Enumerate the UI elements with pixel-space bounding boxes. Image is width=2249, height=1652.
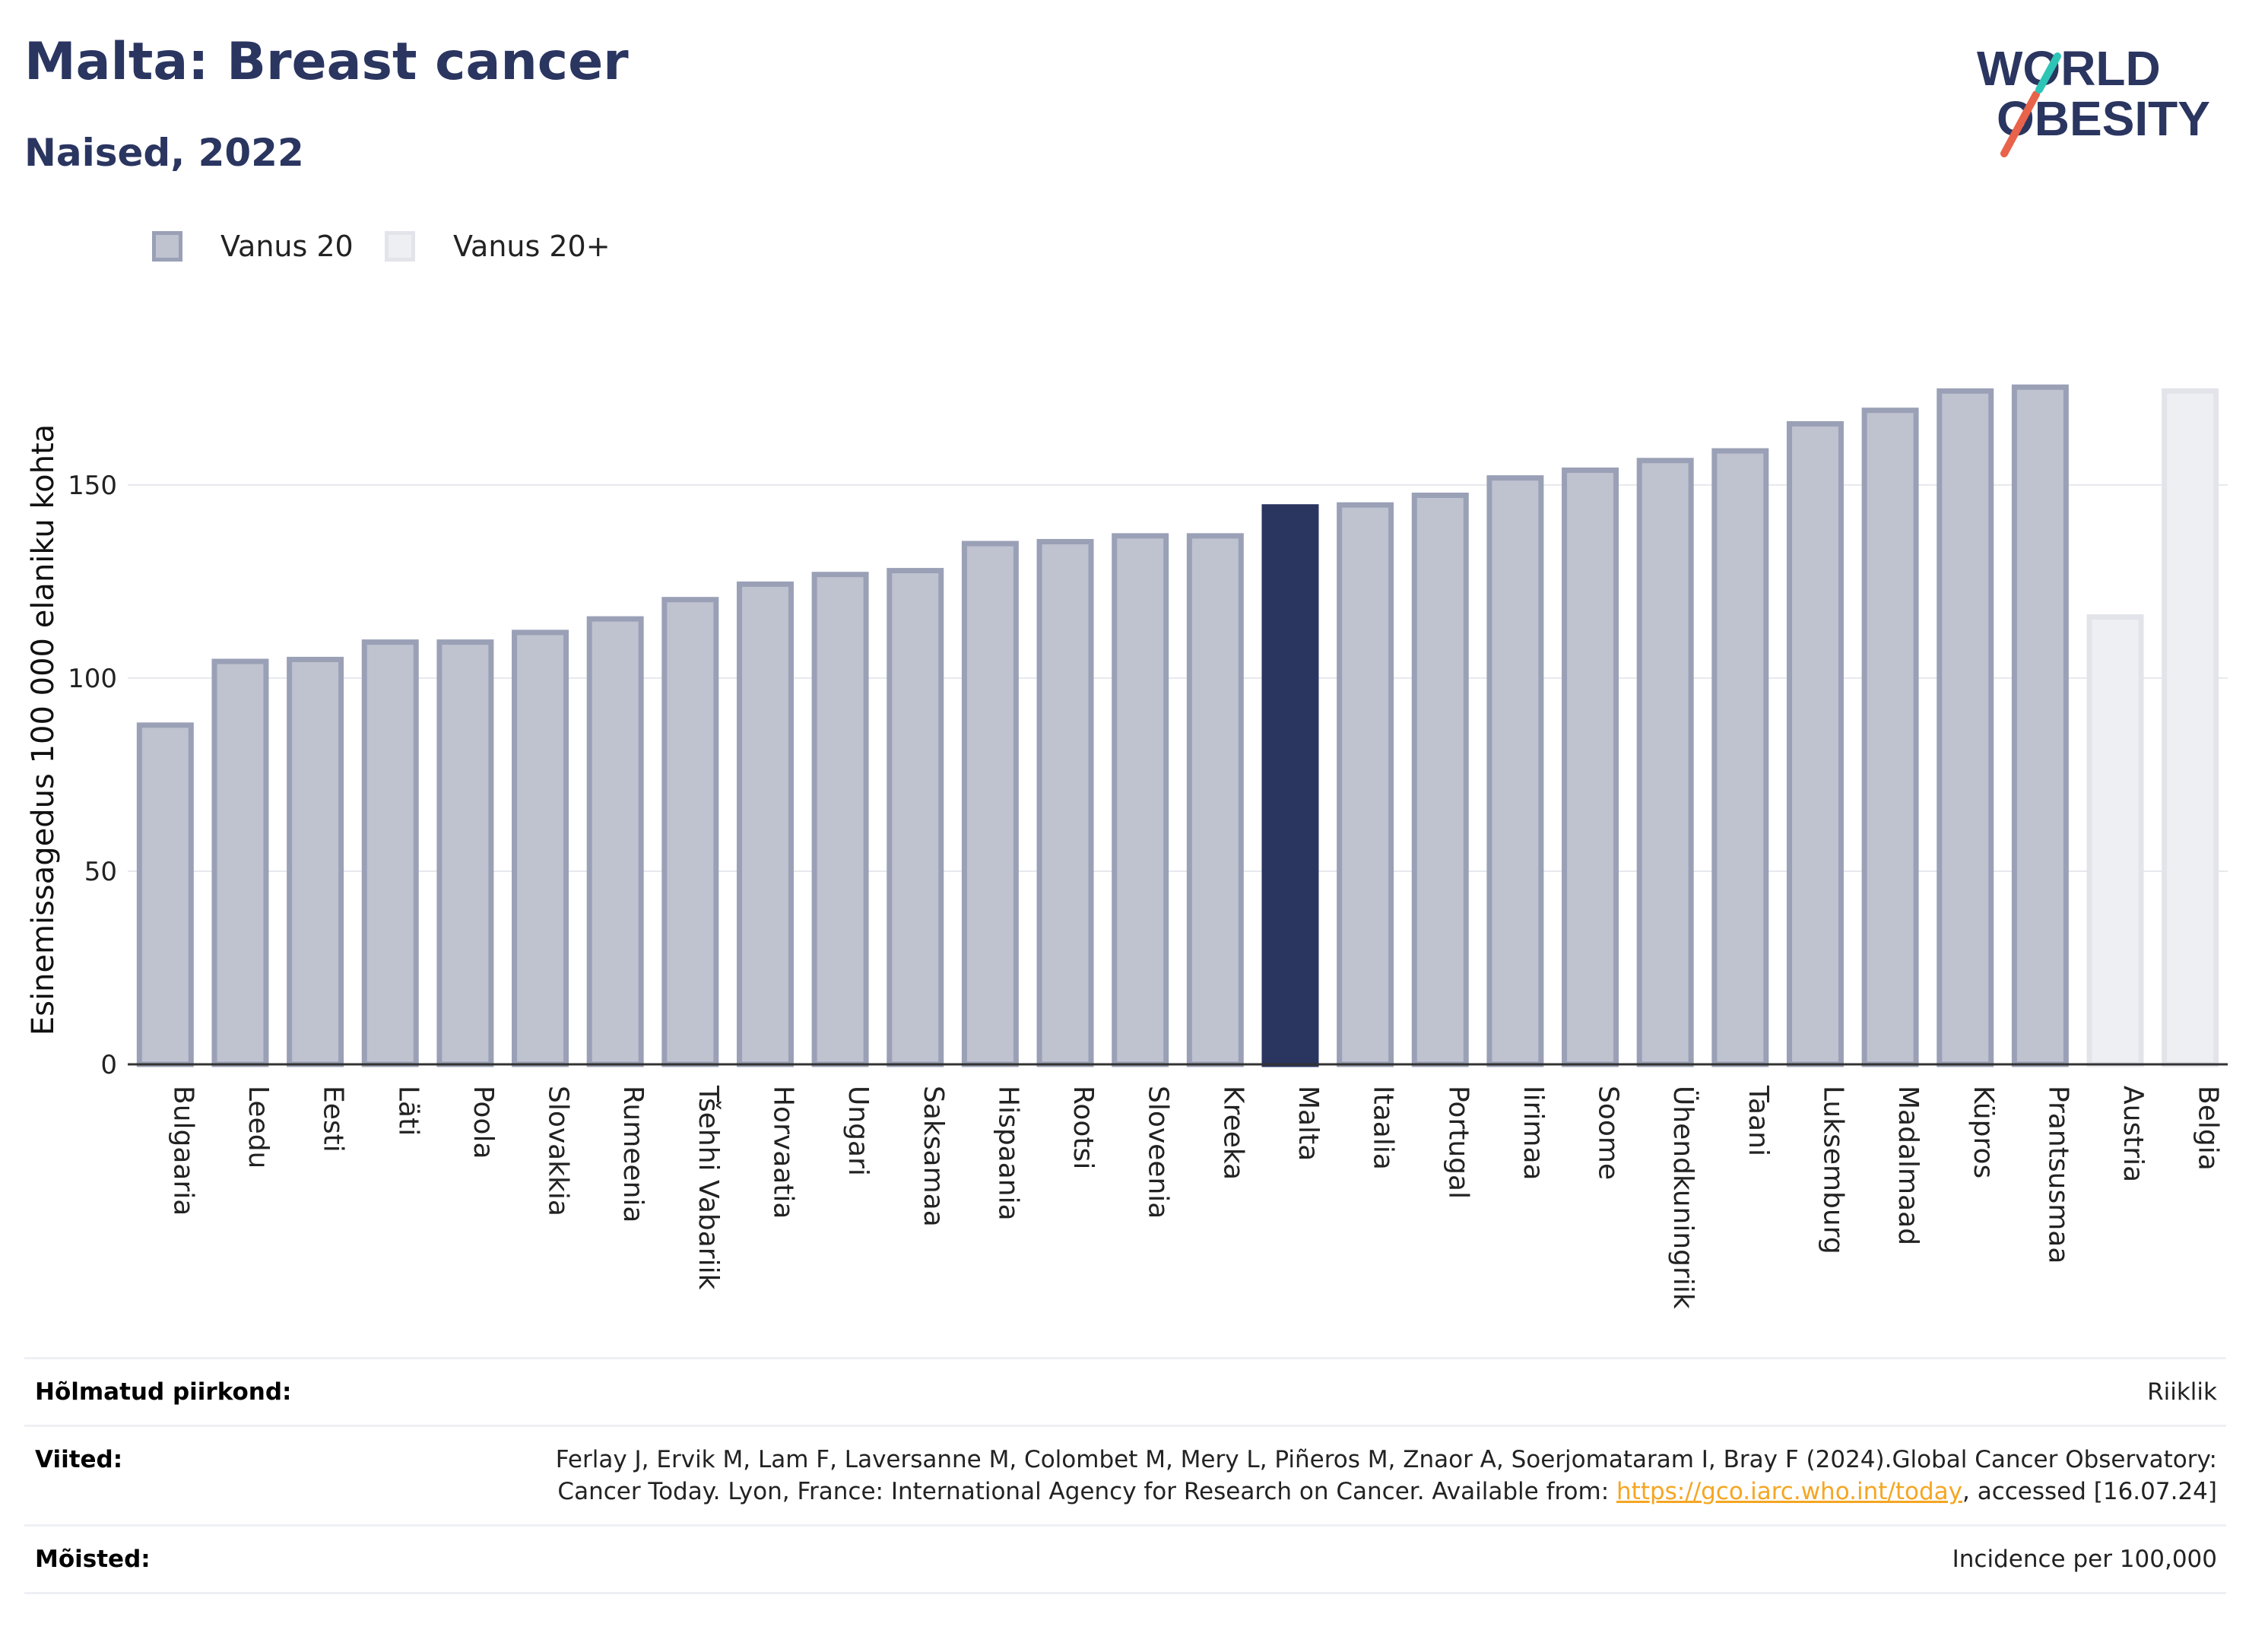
footer-key-coverage: Hõlmatud piirkond:	[35, 1378, 292, 1406]
bar-bulgaaria	[136, 722, 194, 1067]
logo-line-1: WORLD	[1977, 41, 2161, 96]
bar-portugal	[1411, 493, 1469, 1067]
x-tick-label: Madalmaad	[1892, 1086, 1924, 1245]
bar-malta	[1261, 504, 1319, 1067]
x-tick-label: Sloveenia	[1143, 1086, 1174, 1219]
bar-eesti	[287, 656, 344, 1067]
x-tick-label: Horvaatia	[767, 1086, 798, 1219]
bar-k-pros	[1937, 388, 1994, 1067]
x-tick-label: Ühendkuningriik	[1667, 1086, 1699, 1309]
x-tick-label: Tšehhi Vabariik	[693, 1085, 724, 1290]
footer-value-definitions: Incidence per 100,000	[1952, 1546, 2217, 1573]
bar-leedu	[211, 658, 269, 1067]
y-tick-label: 150	[68, 471, 117, 501]
x-tick-label: Luksemburg	[1817, 1086, 1848, 1254]
x-tick-label: Saksamaa	[918, 1086, 949, 1227]
bar-belgia	[2162, 388, 2219, 1067]
bar-poola	[436, 639, 494, 1067]
footer-row-coverage: Hõlmatud piirkond: Riiklik	[24, 1357, 2226, 1425]
x-tick-label: Soome	[1593, 1086, 1624, 1180]
y-axis-label: Esinemissagedus 100 000 elaniku kohta	[26, 424, 61, 1035]
x-tick-label: Poola	[468, 1086, 499, 1159]
legend-swatch-vanus-20-plus	[385, 231, 415, 262]
reference-accessed: , accessed [16.07.24]	[1962, 1478, 2217, 1505]
bar-itaalia	[1337, 502, 1394, 1067]
bar-madalmaad	[1861, 407, 1919, 1067]
bar-hispaania	[961, 541, 1019, 1067]
bar-slovakkia	[512, 629, 569, 1067]
bar-prantsusmaa	[2011, 384, 2069, 1067]
footer-row-definitions: Mõisted: Incidence per 100,000	[24, 1524, 2226, 1594]
bar-t-ehhi-vabariik	[661, 597, 719, 1067]
chart-subtitle: Naised, 2022	[24, 131, 304, 175]
footer-value-references: Ferlay J, Ervik M, Lam F, Laversanne M, …	[468, 1444, 2217, 1508]
y-tick-label: 50	[84, 857, 117, 887]
logo-slash-red	[2000, 90, 2040, 157]
footer-row-references: Viited: Ferlay J, Ervik M, Lam F, Lavers…	[24, 1425, 2226, 1524]
reference-link[interactable]: https://gco.iarc.who.int/today	[1616, 1478, 1962, 1505]
footer-info: Hõlmatud piirkond: Riiklik Viited: Ferla…	[24, 1357, 2226, 1594]
world-obesity-logo: WORLD OBESITY	[1977, 41, 2210, 157]
bar--hendkuningriik	[1636, 458, 1694, 1067]
x-tick-label: Leedu	[243, 1086, 274, 1168]
x-tick-label: Rumeenia	[617, 1086, 649, 1222]
legend-label-vanus-20-plus: Vanus 20+	[453, 230, 611, 263]
x-tick-label: Bulgaaria	[167, 1086, 198, 1216]
y-tick-label: 0	[100, 1050, 117, 1080]
x-tick-label: Iirimaa	[1518, 1086, 1549, 1181]
x-tick-label: Küpros	[1968, 1086, 1999, 1178]
bar-l-ti	[361, 639, 419, 1067]
x-tick-label: Rootsi	[1067, 1086, 1099, 1169]
x-tick-label: Itaalia	[1368, 1086, 1399, 1170]
footer-key-definitions: Mõisted:	[35, 1546, 151, 1573]
legend-swatch-vanus-20	[152, 231, 182, 262]
reference-text: Ferlay J, Ervik M, Lam F, Laversanne M, …	[555, 1446, 2217, 1505]
x-tick-label: Eesti	[318, 1086, 349, 1153]
bar-luksemburg	[1786, 421, 1844, 1067]
bar-sloveenia	[1112, 533, 1169, 1067]
footer-value-coverage: Riiklik	[2147, 1378, 2217, 1406]
x-tick-label: Slovakkia	[543, 1086, 574, 1216]
bar-taani	[1711, 448, 1769, 1067]
x-tick-label: Austria	[2117, 1086, 2149, 1182]
chart-title: Malta: Breast cancer	[24, 32, 629, 92]
x-tick-label: Portugal	[1442, 1086, 1473, 1199]
x-tick-label: Kreeka	[1217, 1086, 1248, 1180]
bar-horvaatia	[736, 581, 794, 1067]
bar-soome	[1562, 467, 1619, 1067]
x-tick-label: Ungari	[842, 1086, 874, 1176]
bar-saksamaa	[887, 568, 944, 1067]
x-tick-label: Belgia	[2193, 1086, 2224, 1171]
bar-ungari	[811, 572, 869, 1067]
x-tick-label: Prantsusmaa	[2042, 1086, 2073, 1264]
bar-austria	[2086, 614, 2144, 1067]
logo-slash-teal	[2035, 52, 2061, 94]
x-tick-label: Hispaania	[992, 1086, 1023, 1221]
bar-rumeenia	[586, 616, 644, 1067]
y-tick-label: 100	[68, 664, 117, 694]
logo-line-2: OBESITY	[1997, 91, 2210, 146]
bar-rootsi	[1036, 538, 1094, 1067]
bar-iirimaa	[1486, 475, 1544, 1067]
footer-key-references: Viited:	[35, 1446, 123, 1473]
x-tick-label: Taani	[1743, 1085, 1774, 1156]
x-tick-label: Malta	[1293, 1086, 1324, 1161]
bar-kreeka	[1186, 533, 1244, 1067]
x-tick-label: Läti	[392, 1086, 423, 1136]
legend-label-vanus-20: Vanus 20	[220, 230, 354, 263]
